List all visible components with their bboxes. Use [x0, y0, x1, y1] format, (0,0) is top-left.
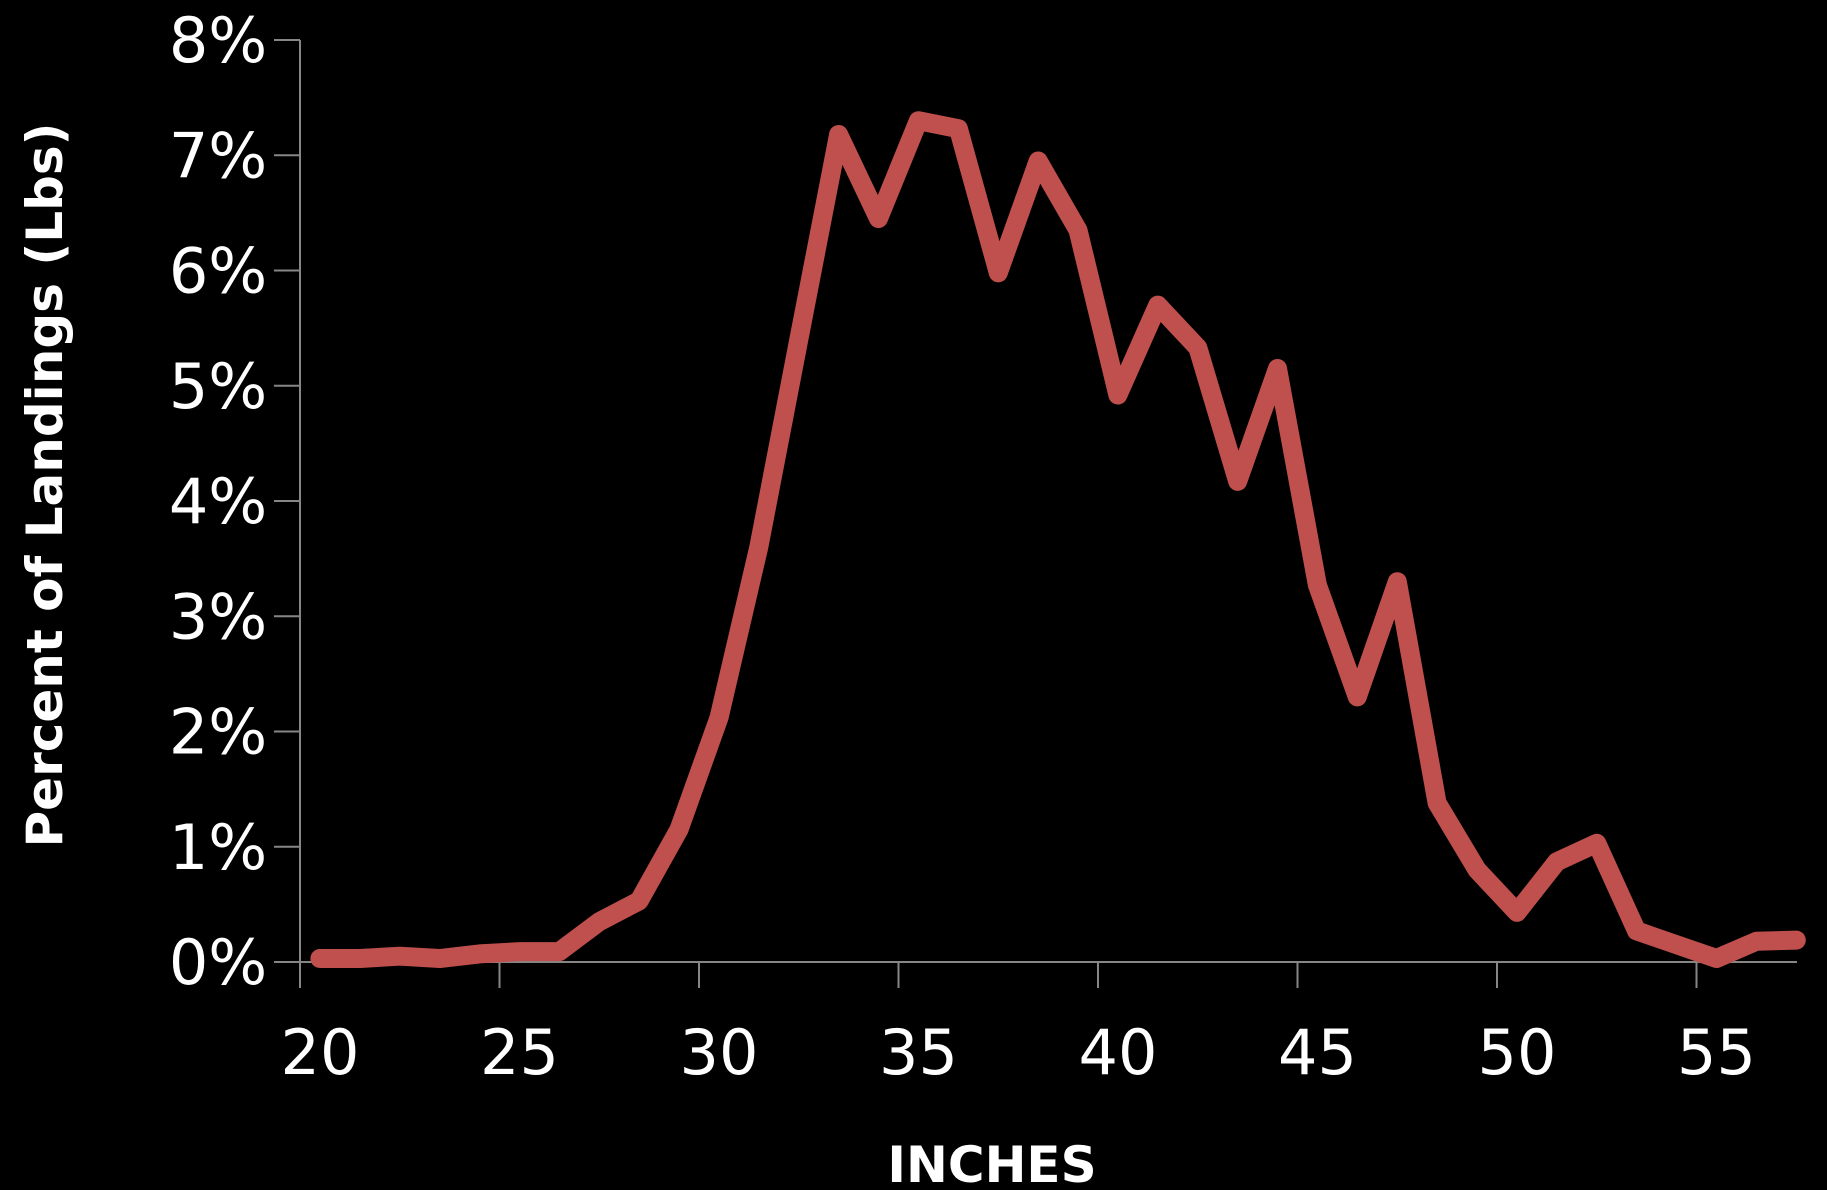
x-tick-label: 40: [1079, 1016, 1158, 1089]
x-axis: 20 25 30 35 40 45 50 55: [281, 961, 1797, 1089]
series-layer: [310, 111, 1806, 968]
x-tick-label: 55: [1677, 1016, 1756, 1089]
y-tick-label: 7%: [169, 119, 267, 192]
y-tick-label: 2%: [169, 696, 267, 769]
x-tick-label: 35: [879, 1016, 958, 1089]
x-tick-label: 25: [480, 1016, 559, 1089]
y-tick-label: 3%: [169, 580, 267, 653]
y-tick-label: 0%: [169, 926, 267, 999]
y-tick-label: 5%: [169, 350, 267, 423]
x-tick-label: 30: [680, 1016, 759, 1089]
x-tick-label: 45: [1278, 1016, 1357, 1089]
y-tick-label: 4%: [169, 465, 267, 538]
y-tick-label: 8%: [169, 4, 267, 77]
y-axis-title: Percent of Landings (Lbs): [16, 123, 74, 848]
series-line: [310, 111, 1806, 968]
y-tick-label: 6%: [169, 235, 267, 308]
x-tick-label: 20: [281, 1016, 360, 1089]
x-axis-title: INCHES: [887, 1136, 1096, 1190]
y-tick-label: 1%: [169, 811, 267, 884]
x-tick-label: 50: [1478, 1016, 1557, 1089]
y-axis: 0% 1% 2% 3% 4% 5% 6% 7% 8%: [169, 4, 301, 999]
